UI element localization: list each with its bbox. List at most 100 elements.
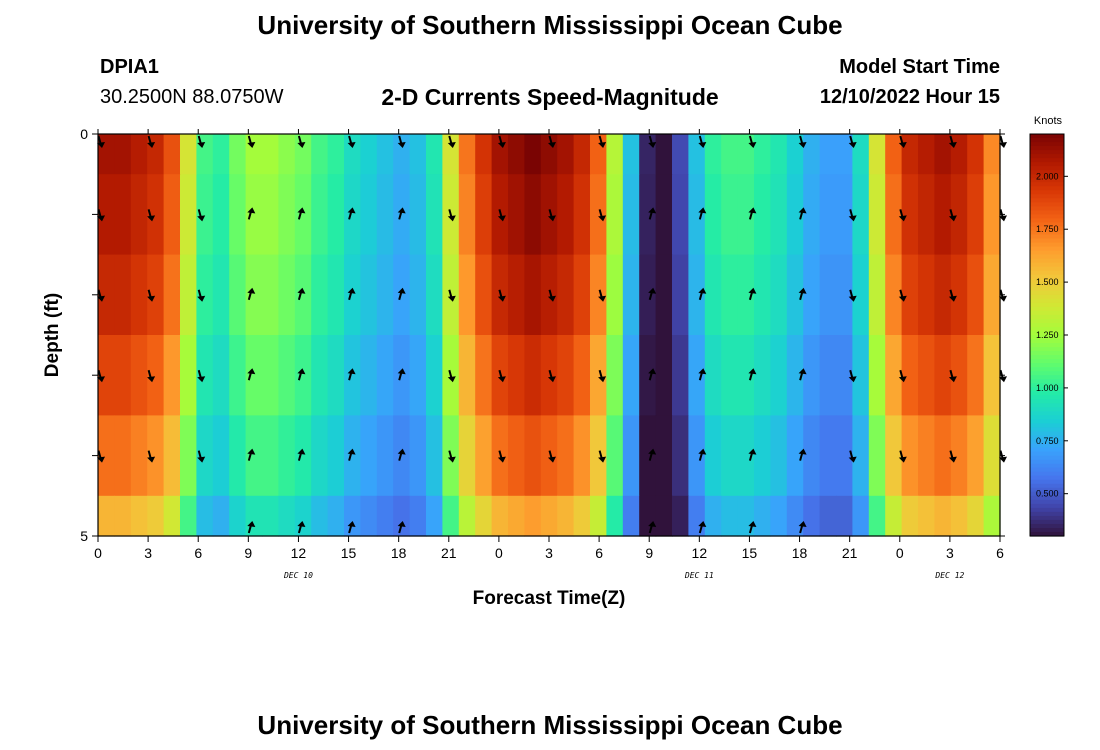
- heatmap-cell: [130, 415, 148, 497]
- colorbar-swatch: [1030, 495, 1064, 501]
- x-axis-title: Forecast Time(Z): [473, 588, 626, 609]
- colorbar-tick-label: 1.000: [1036, 383, 1059, 393]
- heatmap-cell: [557, 254, 575, 336]
- arrow-head: [297, 521, 306, 527]
- arrow-head: [698, 207, 707, 214]
- heatmap-cell: [639, 254, 657, 336]
- arrow-head: [147, 456, 156, 463]
- colorbar-swatch: [1030, 419, 1064, 425]
- heatmap-cell: [639, 335, 657, 416]
- heatmap-cell: [147, 174, 165, 256]
- heatmap-cell: [426, 495, 443, 537]
- heatmap-cell: [376, 335, 394, 416]
- footer-title: University of Southern Mississippi Ocean…: [257, 710, 843, 740]
- heatmap-cell: [868, 495, 886, 537]
- arrow-head: [297, 207, 306, 214]
- current-arrow: [197, 209, 206, 222]
- arrow-head: [798, 368, 807, 375]
- arrow-head: [898, 376, 907, 383]
- current-arrow: [598, 209, 607, 222]
- colorbar-swatch: [1030, 507, 1064, 513]
- heatmap-cell: [360, 495, 378, 537]
- current-arrow: [247, 207, 256, 220]
- current-arrow: [397, 521, 406, 534]
- heatmap-cell: [393, 335, 411, 416]
- heatmap-cell: [311, 174, 329, 256]
- current-arrow: [748, 521, 757, 534]
- heatmap-cell: [163, 335, 181, 416]
- heatmap-cell: [704, 335, 722, 416]
- arrow-head: [648, 287, 657, 294]
- heatmap-cells: [98, 134, 1001, 537]
- heatmap-cell: [114, 415, 132, 497]
- heatmap-cell: [868, 134, 886, 175]
- heatmap-cell: [180, 174, 197, 256]
- heatmap-cell: [590, 415, 607, 497]
- arrow-head: [447, 456, 456, 463]
- colorbar-swatch: [1030, 339, 1064, 344]
- current-arrow: [247, 135, 256, 148]
- arrow-head: [497, 142, 506, 148]
- heatmap-cell: [721, 335, 739, 416]
- page-title: University of Southern Mississippi Ocean…: [257, 10, 843, 40]
- colorbar-swatch: [1030, 435, 1064, 441]
- heatmap-cell: [573, 495, 591, 537]
- heatmap-cell: [393, 174, 411, 256]
- heatmap-cell: [98, 335, 115, 416]
- heatmap-cell: [458, 415, 476, 497]
- heatmap-cell: [819, 495, 837, 537]
- heatmap-cell: [376, 495, 394, 537]
- heatmap-cell: [147, 415, 165, 497]
- colorbar-swatch: [1030, 487, 1064, 493]
- colorbar-swatch: [1030, 242, 1064, 248]
- heatmap-cell: [770, 415, 788, 497]
- heatmap-cell: [409, 134, 427, 175]
- arrow-head: [247, 521, 256, 527]
- arrow-head: [397, 287, 406, 294]
- heatmap-cell: [852, 495, 870, 537]
- heatmap-cell: [672, 134, 689, 175]
- current-arrow: [297, 135, 306, 148]
- heatmap-cell: [819, 415, 837, 497]
- current-arrow: [848, 135, 857, 148]
- arrow-head: [698, 368, 707, 375]
- heatmap-cell: [130, 495, 148, 537]
- arrow-head: [497, 376, 506, 383]
- colorbar-swatch: [1030, 282, 1064, 288]
- heatmap-cell: [344, 335, 361, 416]
- x-tick-label: 0: [896, 545, 904, 561]
- arrow-head: [948, 215, 957, 222]
- arrow-head: [397, 448, 406, 455]
- heatmap-cell: [360, 254, 378, 336]
- current-arrow: [598, 450, 607, 463]
- heatmap-cell: [212, 174, 230, 256]
- current-arrow: [748, 287, 757, 301]
- current-arrow: [197, 289, 206, 302]
- heatmap-cell: [344, 134, 361, 175]
- arrow-head: [397, 521, 406, 527]
- heatmap-cell: [901, 335, 919, 416]
- colorbar-swatch: [1030, 222, 1064, 228]
- current-arrow: [497, 450, 506, 463]
- heatmap-cell: [901, 415, 919, 497]
- colorbar-tick-label: 2.000: [1036, 171, 1059, 181]
- colorbar-swatch: [1030, 246, 1064, 252]
- heatmap-cell: [262, 495, 279, 537]
- heatmap-cell: [606, 134, 624, 175]
- heatmap-cell: [606, 335, 624, 416]
- colorbar-swatch: [1030, 439, 1064, 445]
- current-arrow: [548, 135, 556, 148]
- arrow-head: [147, 295, 156, 302]
- heatmap-cell: [262, 415, 279, 497]
- heatmap-cell: [950, 254, 968, 336]
- heatmap-cell: [327, 335, 345, 416]
- heatmap-cell: [442, 134, 460, 175]
- heatmap-cell: [196, 174, 214, 256]
- arrow-head: [898, 215, 907, 222]
- heatmap-cell: [442, 495, 460, 537]
- arrow-head: [748, 207, 757, 214]
- heatmap-cell: [426, 415, 443, 497]
- heatmap-cell: [852, 134, 870, 175]
- heatmap-cell: [557, 134, 575, 175]
